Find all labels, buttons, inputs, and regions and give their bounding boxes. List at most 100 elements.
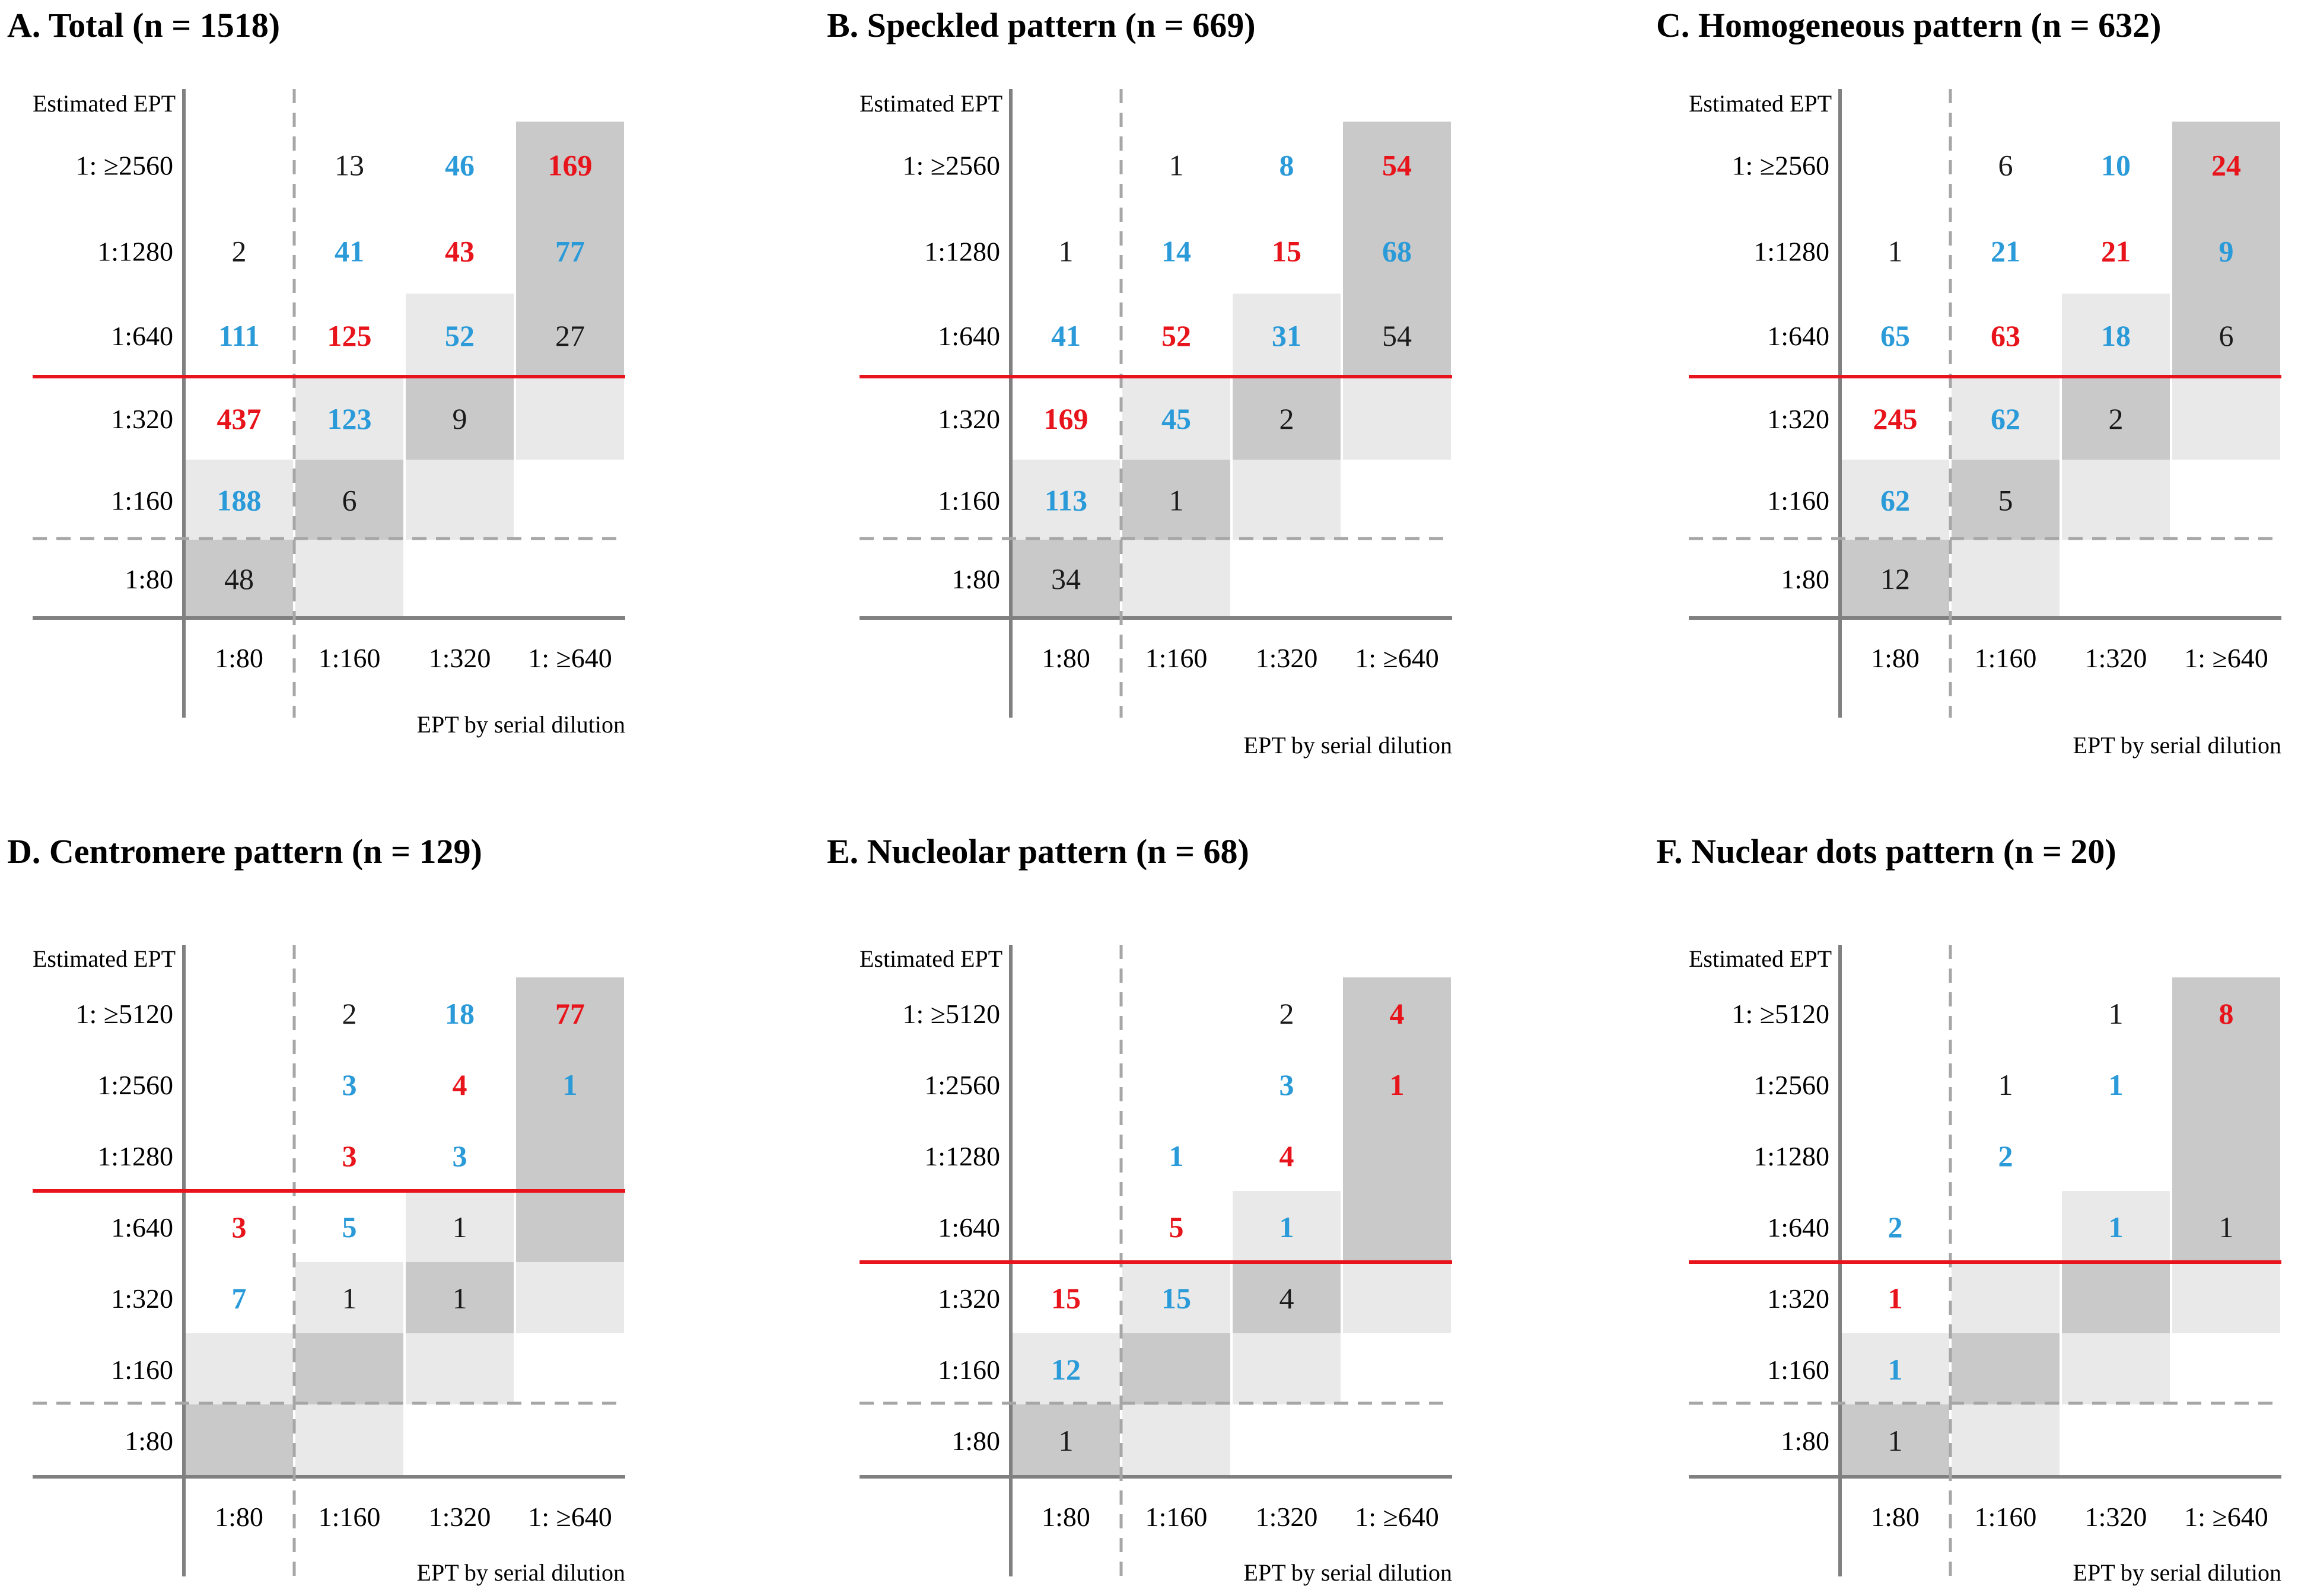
cell-value: 1 <box>1390 1068 1405 1101</box>
row-label: 1:80 <box>951 1426 1000 1456</box>
cell-shade <box>1841 460 1949 540</box>
cell-shade <box>516 1049 624 1120</box>
cell-shade <box>1952 1333 2060 1404</box>
cell-value: 9 <box>453 402 467 435</box>
row-label: 1:1280 <box>924 237 1000 267</box>
cell-value: 3 <box>232 1210 247 1244</box>
column-label: 1:320 <box>1256 643 1318 673</box>
column-label: 1:320 <box>2085 643 2147 673</box>
cell-shade <box>185 460 293 540</box>
cell-value: 188 <box>217 484 262 517</box>
cell-shade <box>1343 208 1451 294</box>
cell-value: 54 <box>1382 319 1412 352</box>
cell-value: 1 <box>453 1210 467 1244</box>
cell-shade <box>1343 122 1451 208</box>
cell-value: 6 <box>342 484 357 517</box>
cell-value: 48 <box>224 562 254 595</box>
column-label: 1: ≥640 <box>528 1502 612 1532</box>
y-axis-label: Estimated EPT <box>1689 945 1832 972</box>
cell-shade <box>185 540 293 617</box>
cell-shade <box>2062 1333 2170 1404</box>
cell-value: 4 <box>1279 1282 1294 1315</box>
row-label: 1:640 <box>1767 321 1829 351</box>
cell-shade <box>1233 294 1341 377</box>
cell-shade <box>1233 377 1341 460</box>
cell-value: 113 <box>1045 484 1087 517</box>
cell-shade <box>1122 377 1230 460</box>
cell-shade <box>2172 377 2280 460</box>
row-label: 1:320 <box>1767 404 1829 434</box>
cell-value: 1 <box>1998 1068 2013 1101</box>
cell-shade <box>2172 1191 2280 1262</box>
column-label: 1:160 <box>1145 1502 1208 1532</box>
cell-value: 5 <box>1998 484 2013 517</box>
cell-value: 24 <box>2211 149 2241 182</box>
cell-value: 1 <box>1059 235 1074 268</box>
row-label: 1:160 <box>938 486 1000 516</box>
cell-value: 2 <box>342 997 357 1030</box>
cell-value: 1 <box>1888 1424 1903 1457</box>
cell-shade <box>1841 1404 1949 1476</box>
cell-shade <box>516 294 624 377</box>
cell-value: 437 <box>217 402 262 435</box>
column-label: 1:80 <box>1042 1502 1090 1532</box>
cell-value: 2 <box>1279 997 1294 1030</box>
cell-value: 2 <box>232 235 247 268</box>
cell-value: 1 <box>2109 1210 2124 1244</box>
row-label: 1:1280 <box>924 1141 1000 1171</box>
cell-shade <box>406 1191 514 1262</box>
cell-value: 62 <box>1880 484 1910 517</box>
row-label: 1:80 <box>125 564 173 594</box>
row-label: 1:320 <box>111 404 173 434</box>
row-label: 1:640 <box>938 321 1000 351</box>
x-axis-label: EPT by serial dilution <box>417 1559 625 1586</box>
cell-value: 63 <box>1991 319 2020 352</box>
y-axis-label: Estimated EPT <box>860 90 1002 117</box>
cell-value: 245 <box>1873 402 1918 435</box>
cell-value: 18 <box>445 997 475 1030</box>
cell-value: 1 <box>1888 1282 1903 1315</box>
row-label: 1:320 <box>1767 1283 1829 1314</box>
row-label: 1:320 <box>111 1283 173 1314</box>
cell-shade <box>1012 1333 1120 1404</box>
column-label: 1: ≥640 <box>2184 643 2268 673</box>
cell-shade <box>1012 460 1120 540</box>
cell-value: 15 <box>1161 1282 1191 1315</box>
y-axis-label: Estimated EPT <box>33 90 176 117</box>
cell-shade <box>1343 1191 1451 1262</box>
cell-shade <box>516 1120 624 1191</box>
cell-shade <box>1122 1333 1230 1404</box>
cell-shade <box>2172 294 2280 377</box>
x-axis-label: EPT by serial dilution <box>2073 732 2281 759</box>
cell-shade <box>1952 460 2060 540</box>
cell-value: 1 <box>1888 1353 1903 1386</box>
cell-shade <box>2062 1262 2170 1333</box>
cell-shade <box>2172 208 2280 294</box>
cell-shade <box>295 1333 403 1404</box>
cell-value: 1 <box>2109 997 2124 1030</box>
row-label: 1:1280 <box>97 1141 173 1171</box>
column-label: 1:320 <box>429 643 491 673</box>
column-label: 1:80 <box>1042 643 1090 673</box>
panel-title: C. Homogeneous pattern (n = 632) <box>1656 6 2161 44</box>
cell-value: 21 <box>1991 235 2020 268</box>
row-label: 1:80 <box>125 1426 173 1456</box>
cell-value: 111 <box>218 319 259 352</box>
cell-value: 2 <box>1279 402 1294 435</box>
row-label: 1:640 <box>1767 1212 1829 1243</box>
chart-panel-a: A. Total (n = 1518) Estimated EPT 1: ≥2560… <box>7 6 625 738</box>
cell-value: 1 <box>1888 235 1903 268</box>
row-label: 1: ≥2560 <box>1731 151 1829 181</box>
cell-value: 12 <box>1880 562 1910 595</box>
cell-shade <box>2172 977 2280 1049</box>
cell-shade <box>1841 1333 1949 1404</box>
cell-value: 65 <box>1880 319 1910 352</box>
cell-value: 52 <box>1161 319 1191 352</box>
x-axis-label: EPT by serial dilution <box>1244 1559 1452 1586</box>
row-label: 1:1280 <box>97 237 173 267</box>
column-label: 1:160 <box>1975 1502 2037 1532</box>
cell-shade <box>516 122 624 208</box>
panel-title: E. Nucleolar pattern (n = 68) <box>827 832 1249 871</box>
cell-shade <box>1122 1404 1230 1476</box>
